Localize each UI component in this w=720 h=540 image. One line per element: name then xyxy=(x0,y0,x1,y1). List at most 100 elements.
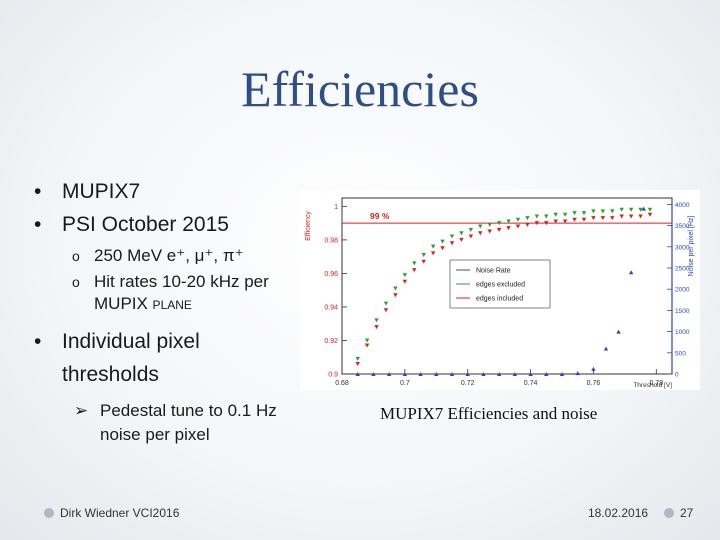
edges-excluded-point xyxy=(619,207,624,212)
edges-excluded-point xyxy=(440,239,445,244)
edges-excluded-point xyxy=(402,273,408,278)
legend-label: Noise Rate xyxy=(476,268,511,275)
arrow-bullet-pedestal: ➢ Pedestal tune to 0.1 Hz noise per pixe… xyxy=(74,399,324,447)
edges-excluded-point xyxy=(553,212,558,217)
edges-included-point xyxy=(468,234,474,239)
edges-excluded-point xyxy=(364,338,370,343)
edges-included-point xyxy=(440,246,445,251)
annotation-99-percent: 99 % xyxy=(370,211,390,221)
arrow-bullet-text: Pedestal tune to 0.1 Hz noise per pixel xyxy=(100,401,277,444)
noise-rate-point xyxy=(465,372,470,376)
edges-excluded-point xyxy=(393,286,398,291)
edges-included-point xyxy=(364,343,370,348)
sub-bullet-text: Hit rates 10-20 kHz per MUPIX plane xyxy=(94,272,269,313)
edges-included-point xyxy=(591,216,596,221)
edges-included-point xyxy=(506,226,511,231)
x-tick-label: 0.7 xyxy=(400,380,410,387)
bullet-text: MUPIX7 xyxy=(62,180,141,203)
y-tick-label: 0.94 xyxy=(324,304,338,311)
legend-label: edges excluded xyxy=(476,282,525,289)
y2-tick-label: 3500 xyxy=(675,223,690,230)
sub-bullet-rates: o Hit rates 10-20 kHz per MUPIX plane xyxy=(72,271,324,315)
edges-excluded-point xyxy=(581,211,587,216)
edges-excluded-point xyxy=(562,212,568,217)
edges-excluded-point xyxy=(468,227,474,232)
x-tick-label: 0.68 xyxy=(335,380,349,387)
footer-author: Dirk Wiedner VCI2016 xyxy=(44,506,179,520)
legend-label: edges included xyxy=(476,296,523,303)
noise-rate-point xyxy=(544,372,549,376)
edges-included-point xyxy=(534,221,540,226)
edges-excluded-point xyxy=(525,216,530,221)
noise-rate-point xyxy=(355,372,360,376)
edges-excluded-point xyxy=(449,234,455,239)
edges-excluded-point xyxy=(515,217,521,222)
edges-included-point xyxy=(449,241,455,246)
noise-rate-point xyxy=(386,372,392,376)
edges-excluded-point xyxy=(628,207,634,212)
x-tick-label: 0.76 xyxy=(587,380,601,387)
edges-excluded-point xyxy=(355,356,360,361)
noise-rate-point xyxy=(528,372,533,376)
circle-bullet-icon: o xyxy=(72,274,80,290)
edges-excluded-point xyxy=(374,318,379,323)
edges-included-point xyxy=(525,222,530,227)
edges-included-point xyxy=(402,279,408,284)
circle-bullet-icon: o xyxy=(72,248,80,264)
x-tick-label: 0.78 xyxy=(649,380,663,387)
bullet-dot-icon: • xyxy=(34,213,42,236)
edges-included-point xyxy=(544,221,549,226)
bullet-list: • MUPIX7 • PSI October 2015 o 250 MeV e⁺… xyxy=(34,175,324,447)
edges-excluded-point xyxy=(572,211,577,216)
edges-included-point xyxy=(496,227,502,232)
bullet-dot-icon: • xyxy=(34,180,42,203)
footer-date: 18.02.2016 xyxy=(588,506,648,520)
edges-excluded-point xyxy=(544,214,549,219)
noise-rate-point xyxy=(402,372,408,376)
edges-included-point xyxy=(459,237,464,242)
edges-included-point xyxy=(572,217,577,222)
chart-caption: MUPIX7 Efficiencies and noise xyxy=(380,404,598,423)
noise-rate-point xyxy=(418,372,423,376)
x-tick-label: 0.72 xyxy=(461,380,475,387)
edges-included-point xyxy=(393,293,398,298)
edges-included-point xyxy=(412,268,417,273)
y-tick-label: 0.96 xyxy=(324,271,338,278)
edges-excluded-point xyxy=(534,214,540,219)
edges-excluded-point xyxy=(430,244,436,249)
noise-rate-point xyxy=(496,372,502,376)
edges-excluded-point xyxy=(600,209,606,214)
footer-author-text: Dirk Wiedner VCI2016 xyxy=(60,506,180,520)
y2-tick-label: 1500 xyxy=(675,308,690,315)
x-tick-label: 0.74 xyxy=(524,380,538,387)
y2-tick-label: 2500 xyxy=(675,265,690,272)
arrow-bullet-icon: ➢ xyxy=(74,401,89,420)
y2-tick-label: 500 xyxy=(675,350,686,357)
edges-included-point xyxy=(515,224,521,229)
bullet-dot-icon: • xyxy=(34,330,42,353)
edges-included-point xyxy=(553,219,558,224)
noise-rate-point xyxy=(591,366,596,371)
noise-rate-point xyxy=(616,329,621,334)
y2-tick-label: 3000 xyxy=(675,244,690,251)
edges-excluded-point xyxy=(638,207,643,212)
y-tick-label: 0.98 xyxy=(324,237,338,244)
edges-included-point xyxy=(562,219,568,224)
sub-bullet-text: 250 MeV e⁺, μ⁺, π⁺ xyxy=(94,246,244,265)
noise-rate-point xyxy=(575,371,580,376)
noise-rate-point xyxy=(434,372,439,376)
y-tick-label: 0.92 xyxy=(324,338,338,345)
edges-included-point xyxy=(478,231,483,236)
edges-included-point xyxy=(487,229,492,234)
noise-rate-point xyxy=(371,372,376,376)
bullet-text: PSI October 2015 xyxy=(62,213,229,236)
y2-tick-label: 2000 xyxy=(675,287,690,294)
noise-rate-point xyxy=(512,372,518,376)
edges-included-point xyxy=(383,308,389,313)
edges-included-point xyxy=(600,216,606,221)
noise-rate-point xyxy=(481,372,486,376)
x-axis-label: Threshold [V] xyxy=(633,382,672,389)
y2-axis-label: Noise per pixel [Hz] xyxy=(688,216,695,277)
edges-included-point xyxy=(374,325,379,330)
